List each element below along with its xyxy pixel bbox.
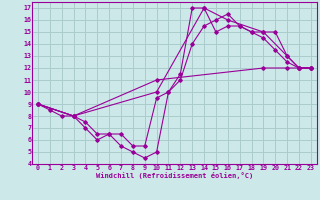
X-axis label: Windchill (Refroidissement éolien,°C): Windchill (Refroidissement éolien,°C) <box>96 172 253 179</box>
